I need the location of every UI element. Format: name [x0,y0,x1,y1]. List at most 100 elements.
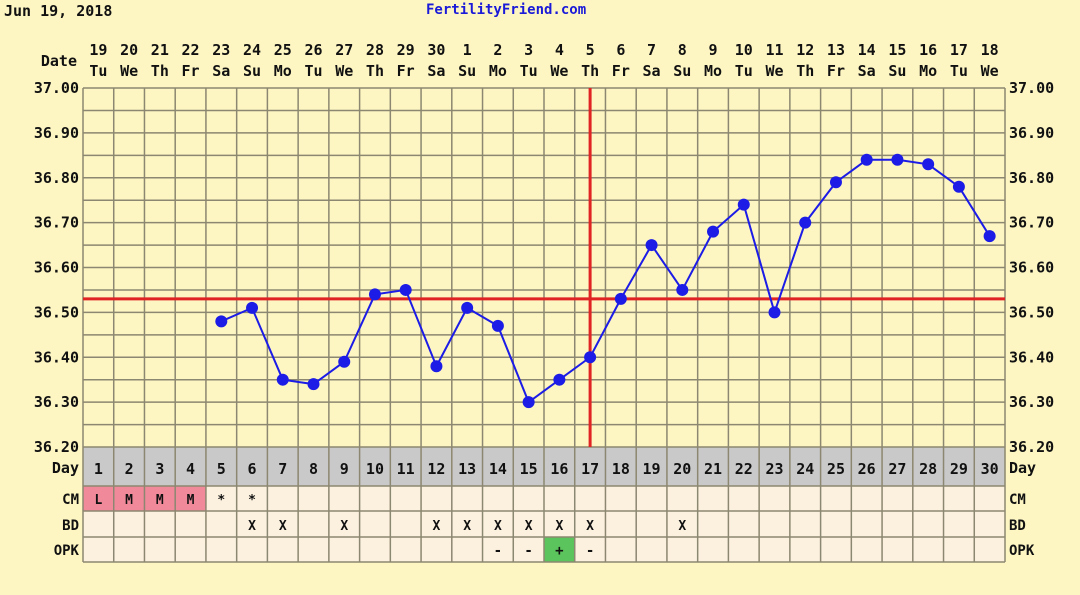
cycle-day-label: 18 [612,460,630,478]
temperature-point [584,351,597,364]
y-tick-label-left: 36.40 [34,348,79,366]
temperature-point [860,153,873,166]
cycle-day-label: 29 [950,460,968,478]
y-tick-label-left: 36.90 [34,124,79,142]
temperature-point [491,319,504,332]
weekday-label: Sa [427,62,445,80]
cm-mark: M [156,493,164,508]
date-label: 12 [796,41,814,59]
chart-date: Jun 19, 2018 [4,2,113,20]
weekday-label: Tu [520,62,538,80]
row-label-cm-right: CM [1009,492,1026,508]
cycle-day-label: 22 [735,460,753,478]
weekday-label: Mo [919,62,937,80]
cycle-day-label: 5 [217,460,226,478]
weekday-label: Fr [182,62,200,80]
date-label: 2 [493,41,502,59]
bd-mark: X [340,519,348,534]
temperature-point [276,373,289,386]
temperature-point [307,378,320,391]
temperature-point [614,292,627,305]
y-tick-label-left: 36.60 [34,259,79,277]
row-label-cm-left: CM [62,492,79,508]
opk-mark: - [524,543,532,559]
row-label-date: Date [41,52,77,70]
date-label: 15 [888,41,906,59]
y-tick-label-left: 36.70 [34,214,79,232]
y-tick-label-right: 36.90 [1009,124,1054,142]
temperature-point [430,360,443,373]
cycle-day-label: 28 [919,460,937,478]
weekday-label: Th [366,62,384,80]
cm-mark: M [125,493,133,508]
cycle-day-label: 16 [550,460,568,478]
date-label: 20 [120,41,138,59]
row-label-opk-left: OPK [54,543,80,559]
cm-mark: M [187,493,195,508]
weekday-label: Tu [735,62,753,80]
temperature-point [891,153,904,166]
cm-mark: * [217,493,225,508]
weekday-label: Fr [827,62,845,80]
cycle-day-label: 30 [981,460,999,478]
temperature-point [707,225,720,238]
temperature-point [768,306,781,319]
temperature-point [522,396,535,409]
date-label: 5 [586,41,595,59]
cycle-day-label: 21 [704,460,722,478]
date-label: 28 [366,41,384,59]
temperature-point [338,355,351,368]
cycle-day-label: 14 [489,460,507,478]
menses-cell [83,486,114,511]
date-label: 21 [151,41,169,59]
cycle-day-label: 19 [643,460,661,478]
bd-mark: X [678,519,686,534]
weekday-label: We [550,62,568,80]
temperature-point [368,288,381,301]
date-label: 29 [397,41,415,59]
date-label: 24 [243,41,261,59]
cycle-day-label: 24 [796,460,814,478]
temperature-point [461,301,474,314]
y-tick-label-left: 36.20 [34,438,79,456]
cycle-day-label: 15 [520,460,538,478]
weekday-label: Fr [397,62,415,80]
date-label: 11 [765,41,783,59]
cycle-day-label: 3 [155,460,164,478]
site-link[interactable]: FertilityFriend.com [426,2,587,18]
y-tick-label-left: 37.00 [34,79,79,97]
y-tick-label-right: 36.60 [1009,259,1054,277]
weekday-label: Su [243,62,261,80]
weekday-label: We [120,62,138,80]
y-tick-label-right: 36.80 [1009,169,1054,187]
row-label-day-left: Day [52,459,79,477]
weekday-label: Fr [612,62,630,80]
opk-mark: - [494,543,502,559]
y-tick-label-left: 36.30 [34,393,79,411]
row-label-day-right: Day [1009,459,1036,477]
menses-cell [175,486,206,511]
temperature-point [676,283,689,296]
row-label-bd-right: BD [1009,518,1026,534]
date-label: 19 [89,41,107,59]
cycle-day-label: 12 [427,460,445,478]
date-label: 26 [304,41,322,59]
temperature-point [829,176,842,189]
weekday-label: Sa [643,62,661,80]
cycle-day-label: 8 [309,460,318,478]
bd-mark: X [525,519,533,534]
cycle-day-label: 13 [458,460,476,478]
y-tick-label-right: 36.30 [1009,393,1054,411]
weekday-label: We [765,62,783,80]
weekday-label: Su [888,62,906,80]
bd-mark: X [433,519,441,534]
cycle-day-label: 27 [888,460,906,478]
cycle-day-label: 23 [765,460,783,478]
weekday-label: Mo [704,62,722,80]
y-tick-label-right: 36.40 [1009,348,1054,366]
y-tick-label-right: 36.20 [1009,438,1054,456]
y-tick-label-right: 37.00 [1009,79,1054,97]
weekday-label: Mo [274,62,292,80]
temperature-point [553,373,566,386]
date-label: 18 [981,41,999,59]
